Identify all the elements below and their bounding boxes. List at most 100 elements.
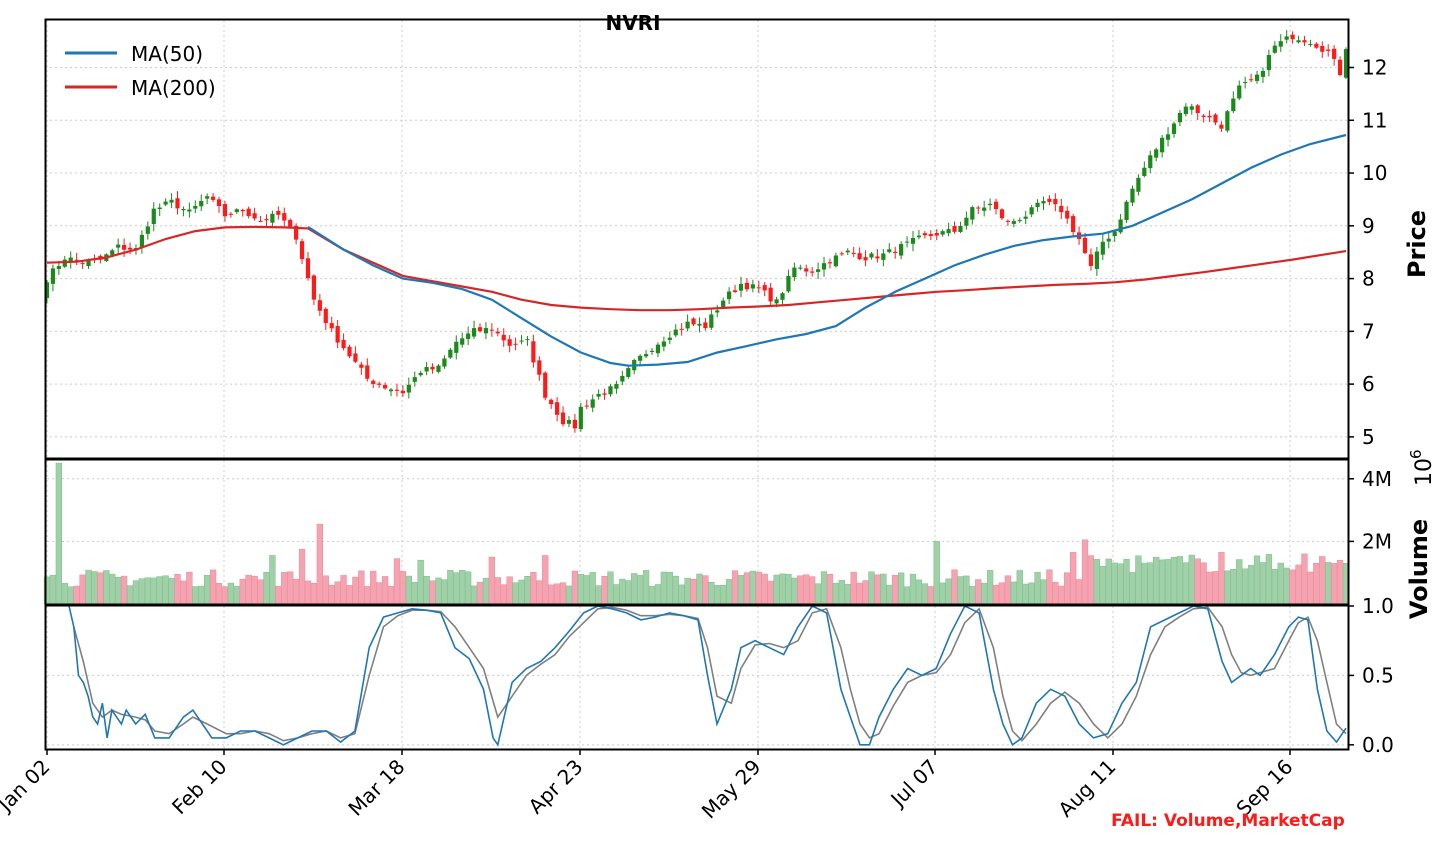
volume-bar	[411, 582, 418, 605]
candle-body	[341, 339, 346, 349]
volume-exponent-base: 10	[1412, 458, 1437, 486]
volume-bar	[292, 578, 300, 605]
candle-body	[1047, 198, 1052, 202]
candle-body	[193, 205, 198, 209]
price-axis-label: Price	[1403, 210, 1431, 278]
candle-body	[1201, 115, 1206, 117]
candle-body	[424, 367, 429, 372]
volume-bar	[915, 579, 923, 605]
volume-bar	[1070, 552, 1077, 605]
volume-bar	[126, 585, 134, 605]
volume-bar	[346, 585, 353, 605]
candle-body	[1248, 79, 1254, 81]
volume-bar	[530, 572, 537, 605]
candle-body	[1302, 40, 1307, 43]
volume-bar	[565, 585, 573, 605]
candle-body	[566, 420, 572, 424]
volume-bar	[939, 582, 946, 605]
candle-body	[216, 199, 222, 207]
candle-body	[507, 339, 512, 346]
volume-bar	[1028, 582, 1035, 605]
volume-bar	[648, 585, 656, 605]
volume-bar	[553, 583, 561, 605]
candle-body	[1106, 238, 1111, 242]
candle-body	[999, 209, 1005, 219]
candle-body	[691, 318, 696, 325]
volume-bar	[417, 559, 424, 605]
candle-body	[1243, 82, 1248, 84]
candle-body	[1326, 49, 1331, 51]
volume-bar	[737, 575, 745, 605]
candle-body	[50, 268, 56, 284]
volume-bar	[239, 578, 246, 605]
candle-body	[1011, 221, 1016, 224]
candle-body	[382, 384, 388, 389]
volume-bar	[1046, 569, 1053, 605]
candle-body	[1088, 254, 1094, 267]
volume-bar	[1040, 579, 1047, 605]
candle-body	[727, 291, 732, 300]
candle-body	[572, 419, 578, 429]
candle-body	[1118, 219, 1123, 233]
candle-body	[80, 263, 85, 265]
volume-bar	[702, 575, 709, 605]
candle-body	[1136, 177, 1141, 192]
candle-body	[863, 257, 868, 261]
volume-bar	[654, 584, 662, 605]
volume-bar	[1283, 567, 1290, 605]
volume-bar	[364, 586, 371, 605]
volume-bar	[298, 548, 306, 605]
volume-bar	[601, 576, 608, 605]
candle-body	[1094, 251, 1099, 269]
volume-bar	[779, 573, 786, 605]
candle-body	[549, 399, 554, 405]
volume-bar	[1064, 572, 1071, 605]
candle-body	[1290, 34, 1295, 40]
volume-bar	[518, 579, 525, 605]
candle-body	[643, 354, 649, 357]
candle-body	[798, 267, 803, 269]
candle-body	[543, 372, 548, 398]
volume-bar	[749, 570, 756, 605]
volume-bar	[1010, 581, 1017, 605]
volume-bar	[886, 584, 893, 605]
price-tick-label: 8	[1362, 267, 1375, 291]
volume-bar	[464, 571, 472, 605]
volume-bar	[470, 585, 478, 605]
candle-body	[1023, 216, 1028, 219]
volume-bar	[1265, 554, 1273, 605]
candle-body	[940, 231, 945, 235]
price-tick-label: 10	[1362, 161, 1387, 185]
candle-body	[1207, 115, 1212, 118]
volume-bar	[963, 575, 970, 605]
axis-ticks: Jan 02 Feb 10 Mar 18 Apr 23 May 29 Jul 07 Aug …	[0, 55, 1394, 823]
volume-bar	[880, 573, 887, 605]
volume-bar	[144, 577, 151, 605]
volume-bar	[376, 582, 383, 605]
volume-bar	[892, 574, 899, 605]
candle-body	[857, 253, 862, 260]
volume-bar	[251, 575, 258, 605]
candle-body	[1082, 237, 1088, 254]
x-tick-label: Jul 07	[885, 755, 943, 813]
candle-body	[412, 377, 417, 382]
candle-body	[827, 262, 833, 264]
candle-body	[655, 344, 661, 354]
candle-body	[1189, 106, 1194, 110]
volume-bar	[637, 575, 644, 605]
candle-body	[1219, 124, 1224, 129]
volume-bar	[233, 585, 240, 605]
candle-body	[709, 314, 714, 328]
volume-bar	[868, 571, 875, 605]
volume-bar	[1141, 562, 1148, 605]
volume-bar	[548, 584, 555, 605]
candle-body	[839, 253, 844, 255]
volume-tick-label: 2M	[1362, 529, 1392, 553]
candle-body	[400, 390, 405, 394]
volume-bar	[91, 571, 98, 605]
candle-body	[466, 333, 471, 339]
candle-body	[768, 287, 773, 302]
candle-body	[928, 234, 933, 237]
volume-bar	[832, 582, 840, 605]
candle-body	[661, 341, 666, 347]
